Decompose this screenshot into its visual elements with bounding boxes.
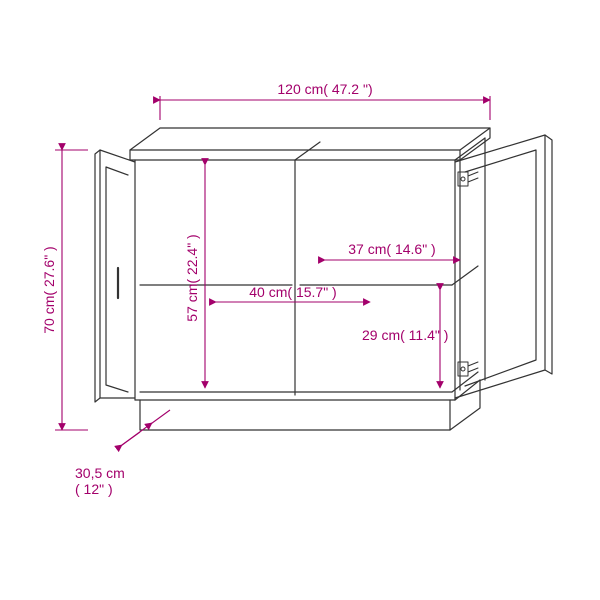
- dim-shelfw-in: ( 15.7" ): [287, 284, 336, 300]
- svg-text:120 cm( 47.2 "): 120 cm( 47.2 "): [277, 81, 372, 97]
- dim-depth-cm: 30,5 cm: [75, 465, 125, 481]
- dim-width-in: ( 47.2 "): [323, 81, 372, 97]
- dim-shelfd-in: ( 14.6" ): [386, 241, 435, 257]
- hinge-icon: [458, 172, 478, 186]
- dim-height-in: ( 27.6" ): [41, 246, 57, 295]
- dim-height-cm: 70 cm: [41, 296, 57, 334]
- svg-text:40 cm( 15.7" ): 40 cm( 15.7" ): [249, 284, 336, 300]
- dim-lowerh-in: ( 11.4" ): [400, 327, 448, 343]
- svg-text:29 cm( 11.4" ): 29 cm( 11.4" ): [362, 327, 448, 343]
- svg-text:30,5 cm ( 12" ): 30,5 cm ( 12" ): [75, 465, 129, 497]
- dimension-set: 120 cm( 47.2 ") 70 cm( 27.6" ) 57 cm( 22…: [41, 81, 490, 497]
- svg-text:57 cm( 22.4" ): 57 cm( 22.4" ): [184, 234, 200, 321]
- dim-width-cm: 120 cm: [277, 81, 323, 97]
- dim-shelfw-cm: 40 cm: [249, 284, 287, 300]
- dim-lowerh-cm: 29 cm: [362, 327, 400, 343]
- cabinet-outline: [95, 128, 552, 430]
- dim-depth-in: ( 12" ): [75, 481, 113, 497]
- svg-text:70 cm( 27.6" ): 70 cm( 27.6" ): [41, 246, 57, 333]
- dim-innerh-in: ( 22.4" ): [184, 234, 200, 283]
- dim-shelfd-cm: 37 cm: [348, 241, 386, 257]
- dim-innerh-cm: 57 cm: [184, 284, 200, 322]
- cabinet-dimension-diagram: 120 cm( 47.2 ") 70 cm( 27.6" ) 57 cm( 22…: [0, 0, 600, 600]
- svg-text:37 cm( 14.6" ): 37 cm( 14.6" ): [348, 241, 435, 257]
